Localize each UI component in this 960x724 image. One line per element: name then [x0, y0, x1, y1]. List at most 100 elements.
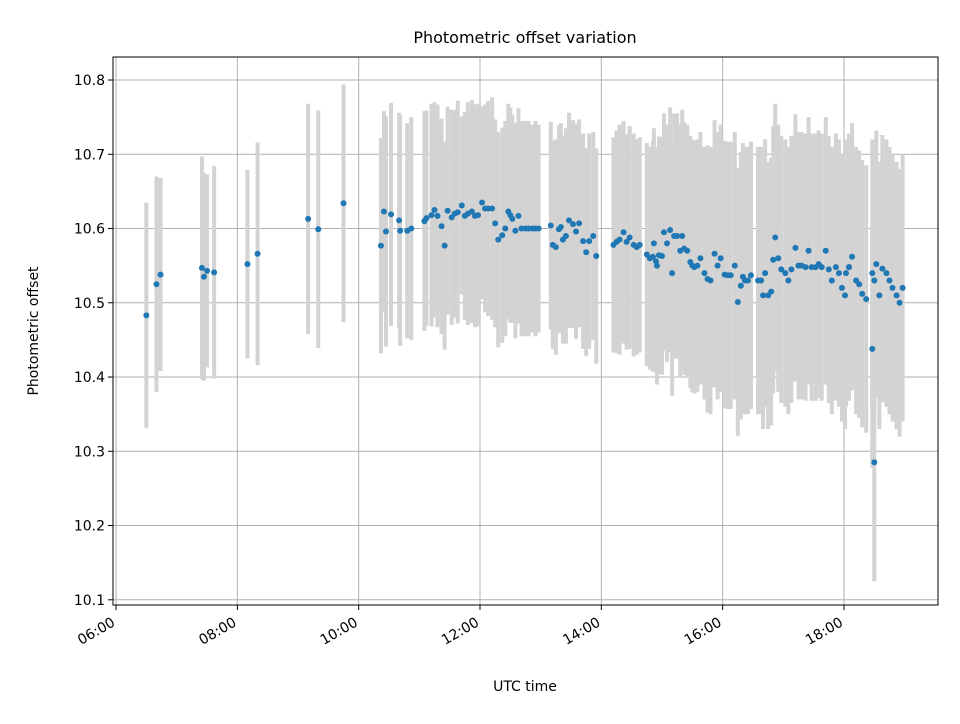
data-point	[772, 234, 779, 241]
data-point	[694, 262, 701, 269]
data-point	[474, 212, 481, 219]
data-point	[717, 255, 724, 262]
data-point	[479, 199, 486, 206]
data-point	[802, 264, 809, 271]
data-point	[434, 212, 441, 219]
data-point	[893, 292, 900, 299]
data-point	[616, 236, 623, 243]
data-point	[431, 206, 438, 213]
data-point	[876, 292, 883, 299]
data-point	[782, 270, 789, 277]
data-point	[396, 217, 403, 224]
y-tick-label: 10.1	[74, 593, 105, 609]
data-point	[254, 250, 261, 257]
data-point	[244, 261, 251, 268]
data-point	[697, 255, 704, 262]
data-point	[535, 225, 542, 232]
data-point	[835, 270, 842, 277]
data-point	[408, 225, 415, 232]
data-point	[388, 211, 395, 218]
data-point	[489, 205, 496, 212]
data-point	[828, 277, 835, 284]
data-point	[512, 227, 519, 234]
data-point	[626, 234, 633, 241]
data-point	[200, 273, 207, 280]
y-tick-label: 10.4	[74, 370, 105, 386]
data-point	[768, 288, 775, 295]
data-point	[818, 264, 825, 271]
data-point	[157, 271, 164, 278]
data-point	[841, 292, 848, 299]
data-point	[679, 232, 686, 239]
data-point	[444, 207, 451, 214]
data-point	[842, 270, 849, 277]
data-point	[883, 270, 890, 277]
data-point	[557, 224, 564, 231]
data-point	[869, 345, 876, 352]
data-point	[825, 266, 832, 273]
y-tick-label: 10.8	[74, 73, 105, 89]
data-point	[684, 247, 691, 254]
data-point	[340, 200, 347, 207]
data-point	[661, 229, 668, 236]
data-point	[856, 281, 863, 288]
data-point	[573, 228, 580, 235]
data-point	[832, 264, 839, 271]
y-axis-ticks: 10.1 10.2 10.3 10.4 10.5 10.6 10.7 10.8	[74, 73, 113, 609]
data-point	[495, 236, 502, 243]
data-point	[667, 227, 674, 234]
data-point	[792, 244, 799, 251]
data-point	[871, 459, 878, 466]
data-point	[547, 222, 554, 229]
y-tick-label: 10.2	[74, 519, 105, 535]
data-point	[502, 225, 509, 232]
data-point	[649, 253, 656, 260]
data-point	[650, 240, 657, 247]
data-point	[770, 256, 777, 263]
data-point	[859, 290, 866, 297]
data-point	[441, 242, 448, 249]
y-tick-label: 10.7	[74, 147, 105, 163]
data-point	[562, 232, 569, 239]
data-point	[198, 264, 205, 271]
data-point	[775, 255, 782, 262]
data-point	[714, 262, 721, 269]
data-point	[515, 212, 522, 219]
data-point	[664, 240, 671, 247]
data-point	[734, 299, 741, 306]
data-point	[747, 272, 754, 279]
data-point	[636, 241, 643, 248]
y-tick-label: 10.3	[74, 444, 105, 460]
data-point	[758, 277, 765, 284]
data-point	[899, 284, 906, 291]
data-point	[674, 232, 681, 239]
data-point	[509, 215, 516, 222]
data-point	[428, 212, 435, 219]
data-point	[873, 261, 880, 268]
data-point	[846, 264, 853, 271]
data-point	[871, 277, 878, 284]
data-point	[576, 220, 583, 227]
data-point	[805, 247, 812, 254]
data-point	[204, 267, 211, 274]
data-point	[737, 282, 744, 289]
data-point	[593, 253, 600, 260]
data-point	[788, 266, 795, 273]
x-axis-label: UTC time	[493, 679, 557, 695]
data-point	[590, 232, 597, 239]
data-point	[785, 277, 792, 284]
data-point	[849, 253, 856, 260]
data-point	[565, 217, 572, 224]
data-point	[879, 265, 886, 272]
data-point	[586, 238, 593, 245]
y-tick-label: 10.6	[74, 222, 105, 238]
data-point	[658, 253, 665, 260]
data-point	[499, 232, 506, 239]
data-point	[380, 208, 387, 215]
data-point	[822, 247, 829, 254]
data-point	[397, 227, 404, 234]
data-point	[669, 270, 676, 277]
data-point	[886, 277, 893, 284]
data-point	[711, 250, 718, 257]
